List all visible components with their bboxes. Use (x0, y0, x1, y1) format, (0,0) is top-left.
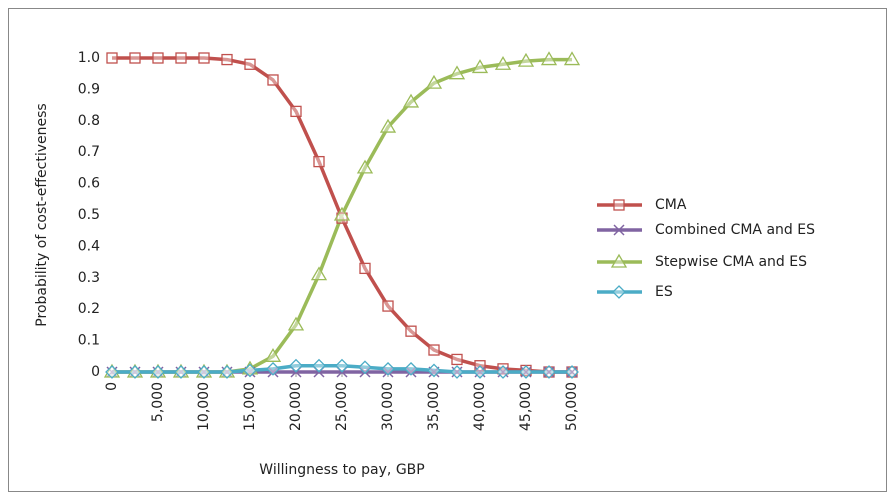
marker (382, 300, 394, 312)
marker (473, 365, 487, 379)
x-tick-label: 50,000 (564, 382, 580, 431)
legend-label: Combined CMA and ES (655, 222, 815, 238)
marker (451, 353, 463, 366)
marker (450, 365, 464, 379)
x-tick-label: 45,000 (518, 382, 534, 431)
marker (152, 52, 164, 64)
y-tick-label: 1.0 (78, 50, 100, 66)
marker (382, 366, 394, 378)
marker (106, 52, 118, 64)
y-tick-label: 0.3 (78, 270, 100, 286)
x-tick-label: 25,000 (334, 382, 350, 431)
x-tick-label: 0 (104, 382, 120, 391)
marker (312, 358, 326, 373)
marker (220, 365, 234, 379)
marker (267, 74, 279, 86)
x-tick-label: 5,000 (150, 382, 166, 422)
marker (540, 51, 558, 66)
marker (563, 51, 581, 66)
marker (336, 212, 348, 224)
marker (359, 262, 371, 275)
marker (425, 74, 443, 89)
marker (612, 285, 626, 299)
marker (313, 155, 325, 168)
marker (542, 365, 556, 379)
marker (404, 361, 418, 376)
y-tick-label: 0.4 (78, 238, 100, 254)
y-tick-label: 0.5 (78, 207, 100, 223)
y-tick-label: 0.9 (78, 81, 100, 97)
marker (381, 361, 395, 376)
marker (128, 365, 142, 379)
marker (358, 360, 372, 375)
y-tick-label: 0.8 (78, 113, 100, 129)
marker (198, 52, 210, 64)
y-tick-label: 0.7 (78, 144, 100, 160)
marker (448, 65, 466, 80)
legend-label: ES (655, 284, 673, 300)
marker (105, 365, 119, 379)
marker (471, 59, 489, 74)
marker (613, 224, 625, 236)
marker (129, 52, 141, 64)
marker (266, 361, 280, 376)
marker (379, 118, 397, 133)
marker (497, 363, 509, 375)
x-tick-label: 15,000 (242, 382, 258, 431)
x-tick-label: 20,000 (288, 382, 304, 431)
marker (402, 93, 420, 108)
marker (565, 365, 579, 379)
legend-label: CMA (655, 197, 687, 213)
y-tick-label: 0 (91, 364, 100, 380)
marker (174, 365, 188, 379)
marker (496, 365, 510, 379)
chart-frame (8, 8, 887, 492)
marker (494, 55, 512, 70)
x-tick-label: 30,000 (380, 382, 396, 431)
marker (333, 206, 351, 221)
marker (244, 58, 256, 70)
marker (287, 316, 305, 331)
marker (151, 365, 165, 379)
marker (175, 52, 187, 64)
marker (405, 366, 417, 378)
marker (356, 159, 374, 174)
marker (517, 52, 535, 67)
marker (221, 53, 233, 66)
marker (290, 105, 302, 118)
marker (264, 348, 282, 362)
marker (613, 199, 625, 211)
marker (335, 358, 349, 373)
legend-label: Stepwise CMA and ES (655, 254, 807, 270)
marker (428, 344, 440, 356)
marker (519, 365, 533, 379)
marker (197, 365, 211, 379)
x-axis-label: Willingness to pay, GBP (259, 462, 424, 478)
y-axis-label: Probability of cost-effectiveness (34, 103, 50, 326)
marker (289, 358, 303, 373)
marker (359, 366, 371, 378)
y-tick-label: 0.6 (78, 176, 100, 192)
series-line (112, 363, 572, 374)
marker (310, 266, 328, 281)
y-tick-label: 0.2 (78, 301, 100, 317)
marker (427, 363, 441, 378)
marker (243, 363, 257, 378)
marker (405, 325, 417, 337)
x-tick-label: 35,000 (426, 382, 442, 431)
marker (610, 253, 628, 268)
x-tick-label: 10,000 (196, 382, 212, 431)
marker (267, 366, 279, 378)
y-tick-label: 0.1 (78, 333, 100, 349)
x-tick-label: 40,000 (472, 382, 488, 431)
